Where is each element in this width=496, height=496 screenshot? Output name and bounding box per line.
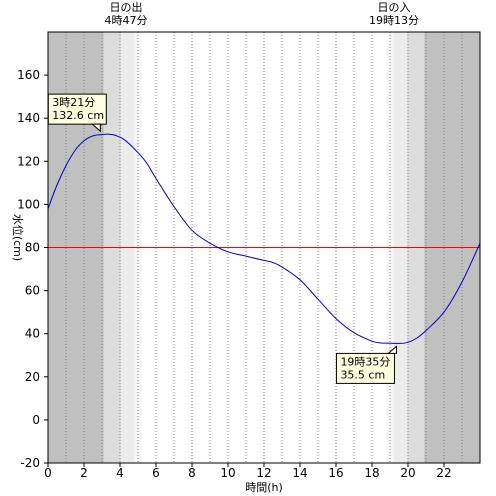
y-axis-label: 水位(cm) — [11, 214, 25, 261]
y-tick-label: 80 — [25, 241, 40, 255]
y-tick-label: 20 — [25, 370, 40, 384]
annotation-pointer — [387, 345, 397, 354]
x-tick-label: 8 — [188, 466, 196, 480]
x-tick-label: 16 — [328, 466, 343, 480]
y-tick-label: 60 — [25, 284, 40, 298]
annotation-box — [335, 352, 395, 384]
x-tick-label: 20 — [400, 466, 415, 480]
annotation-value: 35.5 cm — [340, 368, 385, 381]
y-tick-label: 40 — [25, 327, 40, 341]
x-tick-label: 4 — [116, 466, 124, 480]
sunrise-time: 4時47分 — [105, 14, 148, 27]
x-axis-label: 時間(h) — [245, 481, 283, 494]
annotation-time: 19時35分 — [340, 355, 390, 368]
x-tick-label: 6 — [152, 466, 160, 480]
y-tick-label: 120 — [17, 154, 40, 168]
x-tick-label: 2 — [80, 466, 88, 480]
annotation-pointer — [90, 123, 101, 133]
y-tick-label: -20 — [20, 456, 40, 470]
tide-line — [47, 133, 481, 344]
x-tick-label: 10 — [220, 466, 235, 480]
x-axis-ticks: 0 2 4 6 8 10 12 14 16 18 20 22 — [44, 463, 452, 480]
x-tick-label: 12 — [256, 466, 271, 480]
annotation-box — [47, 93, 107, 125]
x-tick-label: 18 — [364, 466, 379, 480]
sunset-time: 19時13分 — [369, 14, 419, 27]
x-tick-label: 14 — [292, 466, 307, 480]
sunrise-label: 日の出 — [110, 0, 143, 14]
x-tick-label: 0 — [44, 466, 52, 480]
y-tick-label: 160 — [17, 68, 40, 82]
y-tick-label: 100 — [17, 197, 40, 211]
y-tick-label: 0 — [32, 413, 40, 427]
y-axis-ticks: -20 0 20 40 60 80 100 120 140 160 — [17, 68, 48, 470]
annotation-value: 132.6 cm — [52, 109, 104, 122]
y-tick-label: 140 — [17, 111, 40, 125]
sunset-label: 日の入 — [377, 1, 410, 14]
annotation-time: 3時21分 — [52, 96, 95, 109]
series-layer — [47, 133, 481, 344]
x-tick-label: 22 — [436, 466, 451, 480]
